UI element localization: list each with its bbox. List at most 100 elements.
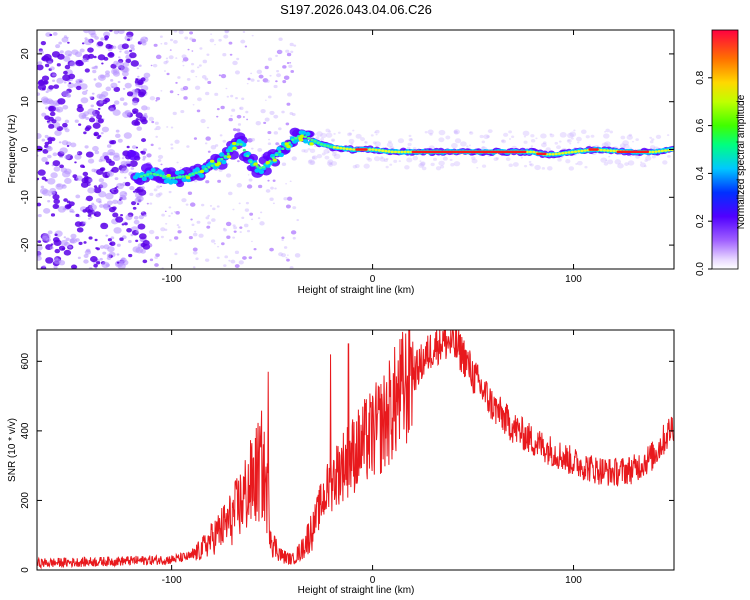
track-inner [281,147,285,151]
noise-blob [157,159,162,162]
track-speck [298,138,304,142]
noise-blob [37,250,42,258]
noise-blob [269,74,272,77]
noise-blob [108,206,116,213]
noise-blob [542,141,547,145]
noise-blob [173,210,177,213]
noise-blob [194,230,197,233]
noise-blob [639,162,646,168]
track-inner [352,148,356,151]
noise-blob [126,145,130,149]
track-speck [166,173,171,178]
noise-blob [363,163,370,169]
spectrogram-x-label: Height of straight line (km) [298,285,415,296]
noise-blob [265,79,270,83]
track-inner [609,149,613,153]
noise-blob [265,189,271,193]
noise-blob [170,147,174,150]
noise-blob [530,138,536,143]
noise-blob [259,221,265,226]
noise-blob [110,140,117,145]
noise-blob [66,144,70,148]
noise-blob [205,180,210,184]
noise-blob [119,169,125,174]
noise-blob [308,159,313,163]
track-speck [216,161,222,166]
track-inner [528,150,533,154]
track-inner [329,145,333,149]
noise-blob [63,249,72,256]
noise-blob [97,41,104,47]
noise-blob [269,197,274,201]
noise-blob [74,154,82,160]
noise-blob [250,78,255,82]
noise-blob [440,165,445,169]
noise-blob [257,148,263,152]
noise-blob [100,37,105,41]
noise-blob [77,256,81,260]
noise-blob [227,191,233,196]
noise-blob [106,256,112,261]
noise-blob [406,146,411,150]
noise-blob [124,34,133,42]
noise-blob [97,118,104,124]
noise-blob [101,126,110,133]
noise-blob [385,157,389,161]
noise-blob [64,177,72,185]
track-inner [307,136,311,140]
noise-blob [87,47,94,53]
noise-blob [236,128,241,132]
noise-blob [286,61,290,65]
noise-blob [609,130,613,134]
noise-blob [131,108,139,114]
noise-blob [75,175,83,181]
noise-blob [74,51,83,58]
noise-blob [123,62,130,67]
noise-blob [140,150,144,154]
noise-blob [554,141,559,145]
noise-blob [236,57,240,61]
noise-blob [540,142,547,148]
noise-blob [82,165,86,169]
noise-blob [655,134,662,140]
noise-blob [66,36,69,39]
noise-blob [590,134,595,138]
noise-blob [91,168,96,173]
noise-blob [170,212,174,215]
noise-blob [83,241,87,244]
noise-blob [198,64,202,67]
noise-blob [117,30,125,35]
noise-blob [276,49,283,55]
noise-blob [58,141,62,144]
track-core [172,179,178,184]
noise-blob [601,142,609,148]
noise-blob [116,253,120,256]
noise-blob [124,82,132,89]
noise-blob [37,240,42,244]
noise-blob [223,264,227,267]
noise-blob [182,64,185,67]
noise-blob [232,128,237,132]
noise-blob [43,80,49,85]
noise-blob [216,107,220,111]
noise-blob [407,142,412,147]
noise-blob [146,202,149,205]
noise-blob [169,90,174,94]
noise-blob [79,48,85,53]
noise-blob [126,91,134,97]
noise-blob [364,141,368,144]
noise-blob [197,97,202,102]
noise-blob [99,245,105,249]
noise-blob [85,116,90,120]
noise-blob [136,67,140,70]
noise-blob [214,43,216,46]
noise-blob [569,131,577,137]
noise-blob [47,60,53,65]
track-core [194,167,200,172]
noise-blob [250,218,254,221]
noise-blob [588,144,591,147]
noise-blob [128,161,132,164]
noise-blob [576,141,580,144]
noise-blob [293,44,297,47]
noise-blob [47,177,56,185]
